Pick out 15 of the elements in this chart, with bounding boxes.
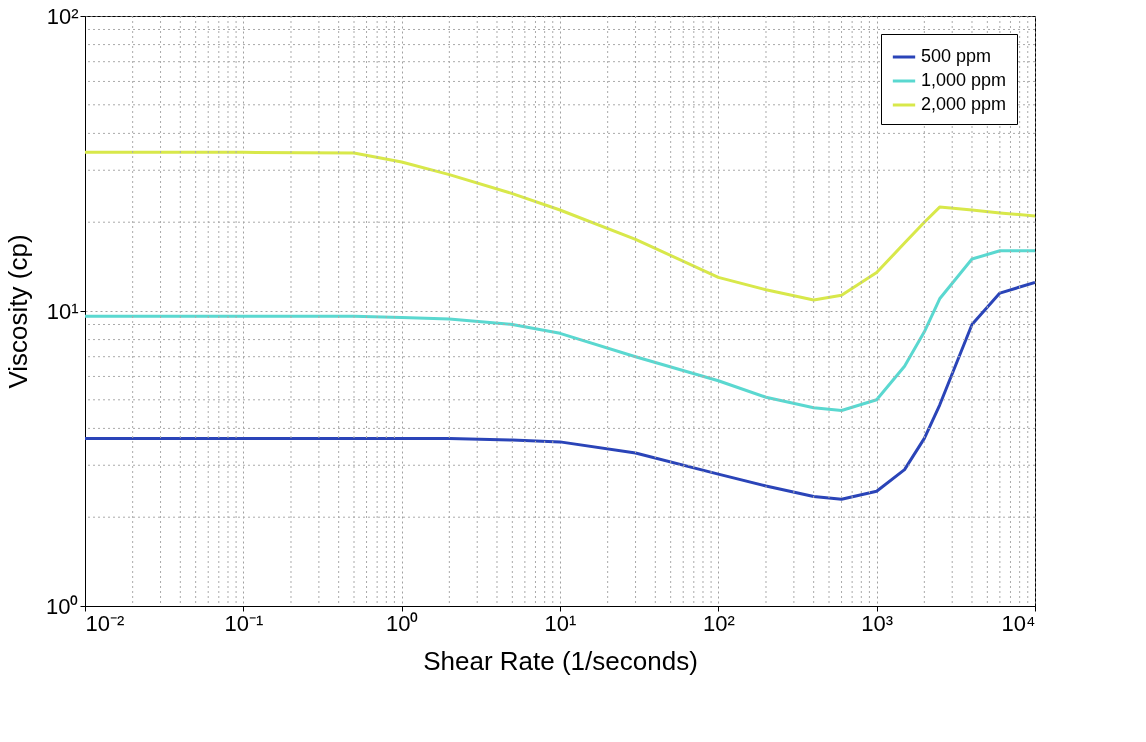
x-tick-label: 10³: [861, 610, 894, 636]
y-tick-label: 10²: [46, 3, 79, 29]
x-tick-label: 10⁰: [385, 610, 419, 636]
legend-label: 2,000 ppm: [921, 94, 1007, 114]
x-tick-label: 10¹: [544, 610, 577, 636]
legend-label: 1,000 ppm: [921, 70, 1007, 90]
x-tick-label: 10⁴: [1001, 610, 1036, 636]
x-tick-label: 10⁻²: [85, 610, 125, 636]
x-axis-title: Shear Rate (1/seconds): [423, 645, 698, 676]
x-tick-label: 10⁻¹: [224, 610, 264, 636]
y-axis-title: Viscosity (cp): [3, 234, 34, 389]
y-tick-label: 10¹: [46, 298, 79, 324]
x-tick-label: 10²: [702, 610, 735, 636]
y-tick-label: 10⁰: [46, 593, 79, 619]
legend-label: 500 ppm: [921, 46, 992, 66]
